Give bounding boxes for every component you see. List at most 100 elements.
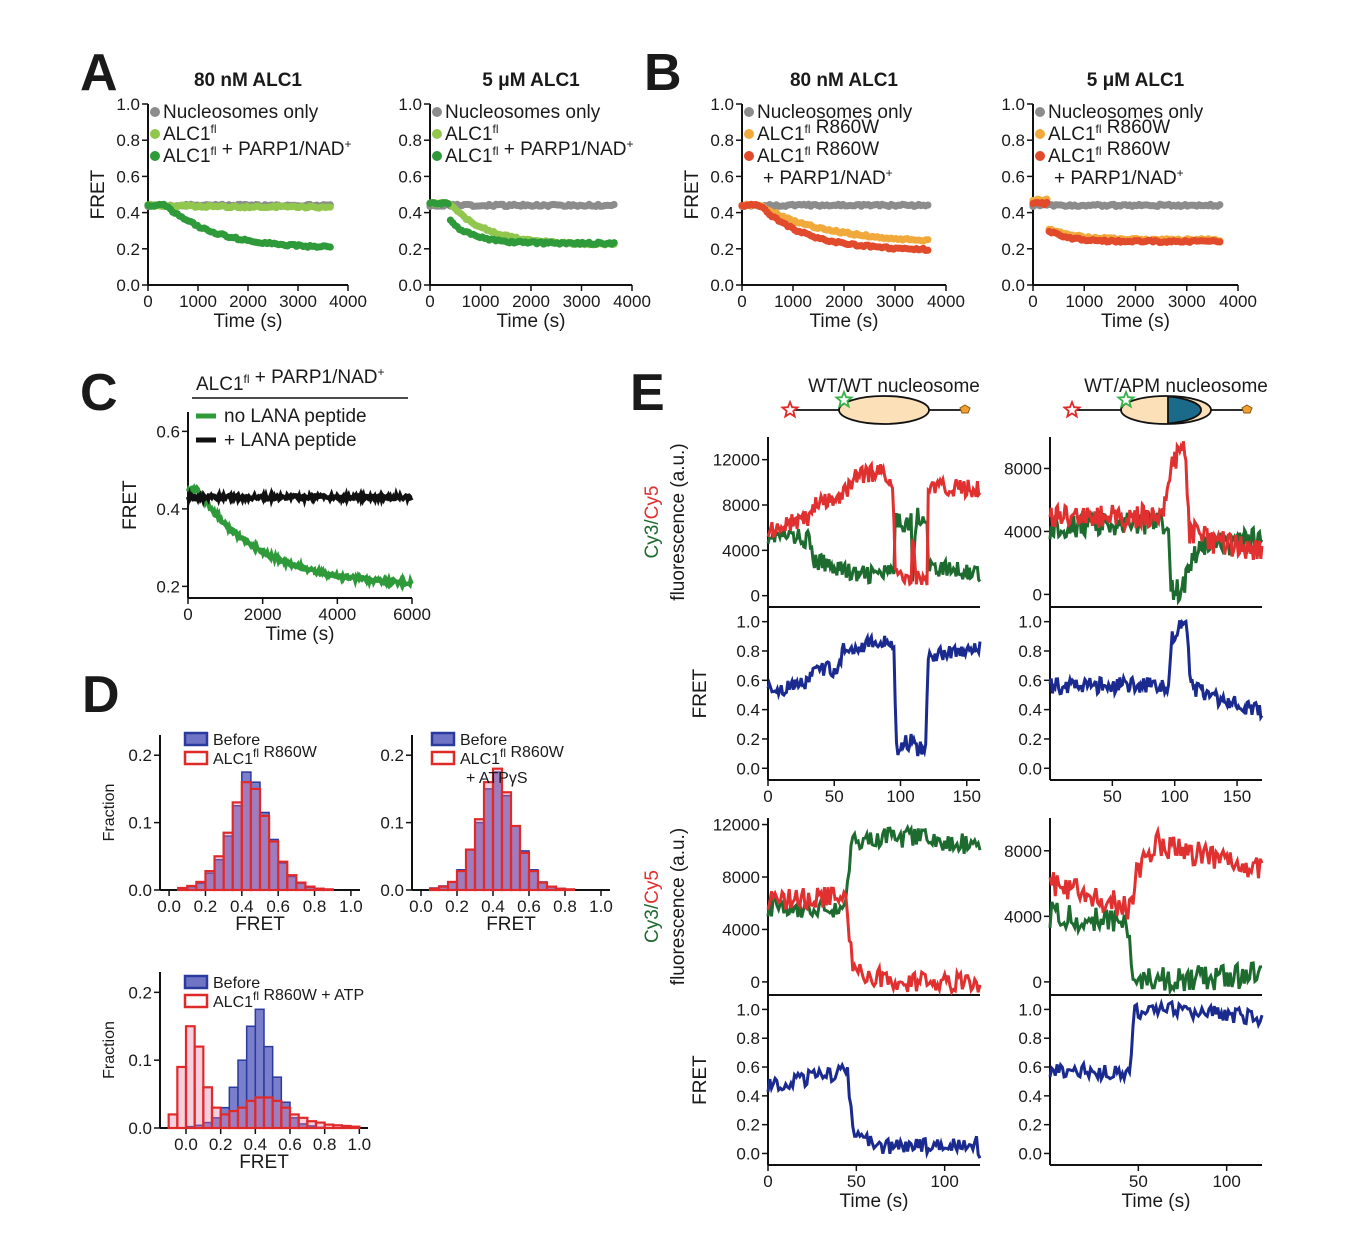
legend-label: Nucleosomes only [1048,102,1204,123]
x-tick-label: 0 [1028,292,1037,311]
y-tick-label: 0.2 [1018,730,1042,749]
y-axis-label: FRET [120,480,141,530]
fluorescence-y-label-top: Cy3/Cy5 [642,486,663,559]
series-ALC1fl [144,200,334,212]
x-tick-label: 6000 [393,605,431,624]
y-tick-label: 0.4 [736,1087,760,1106]
histogram-bar [258,814,271,892]
x-tick-label: 0.4 [230,897,254,916]
x-tick-label: 3000 [876,292,914,311]
y-tick-label: 0.2 [1001,240,1025,259]
panel-e: WT/WT nucleosome WT/APM nucleosome Cy3/Cy5… [642,376,1268,1212]
histogram-bar [231,801,243,892]
cy5-dye-icon [1062,399,1082,419]
x-tick-label: 0 [183,605,192,624]
y-tick-label: 0.4 [1001,204,1025,223]
legend-swatch [183,993,209,1009]
histogram-bar [210,1106,222,1130]
y-tick-label: 0.2 [736,730,760,749]
x-axis-label: FRET [486,914,536,935]
histogram-bar [262,1096,274,1130]
biotin-anchor-icon [959,404,971,414]
y-tick-label: 0.0 [116,276,140,295]
x-axis-label: FRET [239,1152,289,1173]
histogram-bar [323,1123,335,1130]
fret-trace [1048,998,1264,1085]
legend-marker [150,107,160,117]
histogram-bar [184,1025,196,1130]
fluorescence-y-label-top: Cy3/Cy5 [642,870,663,943]
text-span: R860W [811,117,880,138]
y-tick-label: 0.0 [1018,1144,1042,1163]
text-span: ALC1 [196,374,244,395]
text-span: + PARP1/NAD [499,139,627,160]
x-tick-label: 3000 [279,292,317,311]
histogram-bar [219,1113,231,1130]
y-tick-label: 0.2 [156,577,180,596]
y-tick-label: 0.4 [710,204,734,223]
panel-label-a: A [80,44,118,102]
cy3-trace [1048,901,1263,997]
chart-title: 80 nM ALC1 [790,70,898,91]
superscript: fl [211,122,217,136]
legend-label: no LANA peptide [224,406,367,427]
histogram-bar [228,1109,240,1130]
x-tick-label: 1000 [774,292,812,311]
histogram-bar [349,1125,361,1130]
histogram-bar [518,851,531,892]
histogram-bar [271,1099,283,1130]
x-tick-label: 4000 [613,292,651,311]
y-tick-label: 0.0 [736,759,760,778]
apm-half [1167,395,1202,425]
text-span: ALC1 [163,146,211,167]
y-tick-label: 8000 [722,496,760,515]
x-tick-label: 0.8 [303,897,327,916]
y-tick-label: 0.2 [380,746,404,765]
y-tick-label: 0.2 [710,240,734,259]
fret-trace [766,631,982,758]
legend-marker [150,129,160,139]
histogram-bar [428,887,441,892]
superscript: fl [253,989,259,1003]
y-tick-label: 0.8 [1001,131,1025,150]
y-tick-label: 0.6 [398,167,422,186]
cy3-trace [1048,506,1264,606]
cy3-label: Cy3/ [642,903,663,943]
y-tick-label: 1.0 [1018,613,1042,632]
histogram-bar [545,885,558,892]
y-tick-label: 0 [1033,585,1042,604]
histogram-bar [464,848,477,892]
chart-D1: 0.0 0.1 0.2 0.0 0.2 0.4 0.6 0.8 1.0 FRET Fraction B… [101,731,363,935]
y-tick-label: 12000 [713,451,760,470]
chart-title: 5 μM ALC1 [1087,70,1185,91]
fret-y-label: FRET [690,1055,711,1105]
y-tick-label: 1.0 [736,1000,760,1019]
cy3-trace [766,507,982,585]
histogram-bar [500,791,513,892]
y-tick-label: 0.2 [128,983,152,1002]
y-tick-label: 0.0 [1001,276,1025,295]
data-point [1216,238,1224,246]
text-span: ALC1 [445,146,493,167]
histogram-bar [482,781,495,892]
y-tick-label: 1.0 [116,95,140,114]
x-tick-label: 0 [425,292,434,311]
legend-label: Before [213,975,260,992]
y-tick-label: 4000 [722,920,760,939]
text-span: Before [213,975,260,992]
legend-marker [432,129,442,139]
x-tick-label: 2000 [229,292,267,311]
text-span: + ATPγS [466,770,528,787]
x-tick-label: 100 [1161,787,1189,806]
histogram-bar [240,781,253,892]
legend-label: Nucleosomes only [445,102,601,123]
x-tick-label: 0 [763,787,772,806]
histogram-bar [254,1096,266,1130]
chart-A1: 0.0 0.2 0.4 0.6 0.8 1.0 0 1000 2000 3000 4000 80 nM… [88,70,367,332]
cy3-dye-icon [834,389,854,409]
legend-label: ALC1fl R860W [1048,139,1170,167]
data-point [1216,201,1224,209]
series-ALC1fl R860W + PARP1/NAD+ [1029,198,1224,247]
histogram-bar [295,881,307,892]
